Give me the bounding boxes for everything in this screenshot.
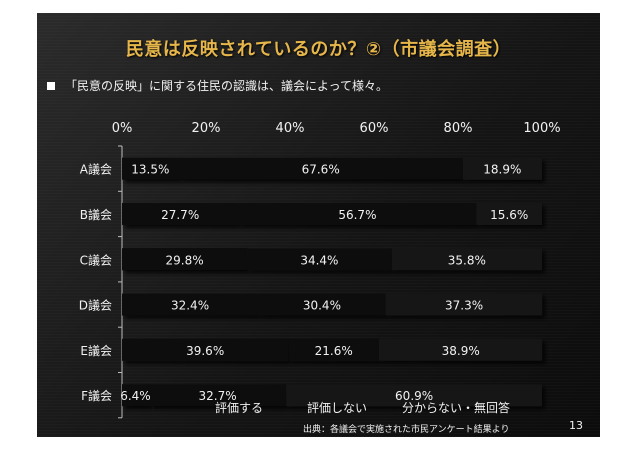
bar-segment — [247, 248, 392, 271]
data-label: 30.4% — [303, 299, 341, 313]
bar-segment — [288, 338, 380, 361]
data-label: 32.7% — [198, 389, 236, 403]
bullet-text: 「民意の反映」に関する住民の認識は、議会によって様々。 — [65, 79, 389, 93]
bar-segment — [286, 384, 542, 407]
source-note: 出典：各議会で実施された市民アンケート結果より — [303, 425, 510, 435]
legend-label: 評価する — [215, 400, 263, 415]
data-label: 37.3% — [445, 299, 483, 313]
bar-segment — [122, 384, 149, 407]
bullet-point: 「民意の反映」に関する住民の認識は、議会によって様々。 — [47, 77, 388, 94]
category-label: A議会 — [80, 163, 112, 177]
bar-segment — [385, 293, 543, 316]
bar-segment — [476, 202, 542, 225]
bar-segment — [122, 157, 179, 180]
slide-number: 13 — [569, 419, 583, 432]
bar-segment — [238, 202, 477, 225]
data-label: 34.4% — [300, 253, 338, 267]
data-label: 32.4% — [171, 299, 209, 313]
legend-label: 分からない・無回答 — [402, 400, 510, 415]
data-label: 56.7% — [338, 208, 376, 222]
data-label: 60.9% — [395, 389, 433, 403]
bar-segment — [178, 157, 463, 180]
data-label: 67.6% — [302, 163, 340, 177]
x-tick-label: 100% — [523, 121, 560, 136]
bar-segment — [122, 293, 259, 316]
slide: 民意は反映されているのか？②（市議会調査） 「民意の反映」に関する住民の認識は、… — [37, 13, 600, 437]
legend-label: 評価しない — [307, 400, 367, 415]
x-tick-label: 80% — [444, 121, 473, 136]
data-label: 39.6% — [186, 344, 224, 358]
data-label: 6.4% — [120, 389, 151, 403]
bar-segment — [122, 248, 248, 271]
data-label: 18.9% — [483, 163, 521, 177]
bar-segment — [148, 384, 287, 407]
data-label: 35.8% — [448, 253, 486, 267]
bar-segment — [379, 338, 543, 361]
data-label: 38.9% — [442, 344, 480, 358]
bullet-square-icon — [47, 81, 55, 90]
x-tick-label: 40% — [276, 121, 305, 136]
bar-segment — [122, 338, 289, 361]
category-label: C議会 — [80, 253, 112, 267]
x-tick-label: 0% — [112, 121, 133, 136]
data-label: 29.8% — [166, 253, 204, 267]
x-tick-label: 60% — [360, 121, 389, 136]
category-label: B議会 — [80, 208, 112, 222]
stacked-bar-chart: 0% 20% 40% 60% 80% 100% A議会 13.5% 67.6% 18.9% B議会 2… — [79, 121, 561, 419]
data-label: 15.6% — [490, 208, 528, 222]
category-label: E議会 — [80, 344, 112, 358]
slide-title: 民意は反映されているのか？②（市議会調査） — [125, 39, 512, 60]
category-label: D議会 — [79, 299, 112, 313]
data-label: 13.5% — [131, 163, 169, 177]
bar-segment — [391, 248, 542, 271]
bar-segment — [122, 202, 239, 225]
category-label: F議会 — [81, 389, 112, 403]
bar-segment — [462, 157, 542, 180]
data-label: 27.7% — [161, 208, 199, 222]
x-tick-label: 20% — [192, 121, 221, 136]
bar-segment — [258, 293, 386, 316]
data-label: 21.6% — [315, 344, 353, 358]
